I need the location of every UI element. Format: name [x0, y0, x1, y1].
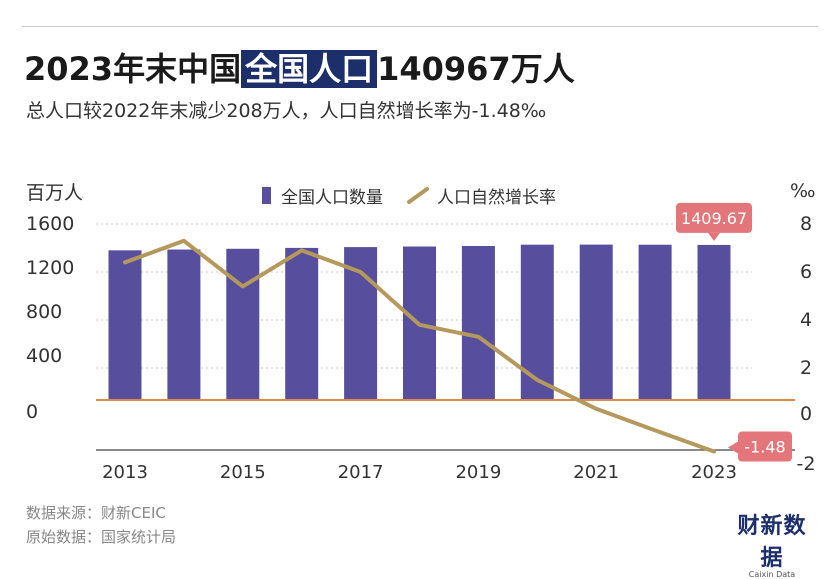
line-callout-label: -1.48	[744, 438, 785, 457]
bar-2023	[698, 245, 731, 400]
original-data-note: 原始数据：国家统计局	[26, 526, 176, 547]
left-tick-400: 400	[26, 345, 62, 367]
x-tick-2019: 2019	[455, 462, 501, 483]
logo-subtext: Caixin Data	[727, 570, 817, 579]
bar-2015	[226, 249, 259, 400]
right-tick--2: -2	[797, 453, 816, 475]
bar-callout-label: 1409.67	[681, 209, 747, 228]
left-tick-1200: 1200	[26, 257, 74, 279]
line-callout-pointer	[728, 442, 738, 454]
x-tick-2013: 2013	[102, 462, 148, 483]
bar-2016	[285, 248, 318, 400]
bar-2019	[462, 246, 495, 400]
x-tick-2021: 2021	[573, 462, 619, 483]
x-tick-2023: 2023	[691, 462, 737, 483]
right-tick-6: 6	[800, 261, 812, 283]
bar-2021	[580, 245, 613, 400]
bar-2020	[521, 245, 554, 400]
x-tick-2017: 2017	[338, 462, 384, 483]
bar-2022	[639, 245, 672, 400]
left-tick-800: 800	[26, 301, 62, 323]
right-tick-2: 2	[800, 357, 812, 379]
right-tick-8: 8	[800, 213, 812, 235]
x-tick-2015: 2015	[220, 462, 266, 483]
caixin-logo: 财新数据 Caixin Data	[727, 508, 817, 579]
bar-callout-pointer	[708, 233, 720, 241]
bar-2014	[167, 250, 200, 400]
chart-plot: 1600 1200 800 400 0 8 6 4 2 0 -2 2013 2015 2017 2019 20…	[0, 0, 840, 560]
source-note: 数据来源：财新CEIC	[26, 502, 166, 523]
left-tick-1600: 1600	[26, 213, 74, 235]
right-tick-4: 4	[800, 309, 812, 331]
right-tick-0: 0	[800, 403, 812, 425]
logo-text: 财新数据	[727, 508, 817, 572]
bar-2013	[109, 250, 142, 400]
left-tick-0: 0	[26, 401, 38, 423]
